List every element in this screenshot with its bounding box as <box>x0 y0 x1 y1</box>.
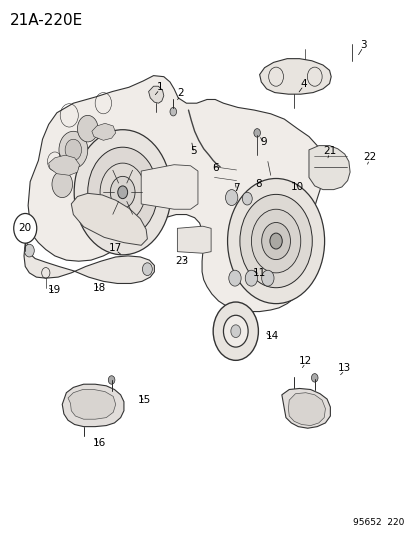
Circle shape <box>24 244 34 257</box>
Polygon shape <box>177 226 211 253</box>
Text: 10: 10 <box>290 182 303 192</box>
Polygon shape <box>24 228 154 284</box>
Circle shape <box>100 163 145 221</box>
Circle shape <box>311 374 317 382</box>
Circle shape <box>223 316 247 347</box>
Polygon shape <box>141 165 197 209</box>
Circle shape <box>261 222 290 260</box>
Polygon shape <box>288 393 325 425</box>
Text: 17: 17 <box>109 243 122 253</box>
Circle shape <box>14 214 37 243</box>
Polygon shape <box>281 389 330 428</box>
Circle shape <box>213 302 258 360</box>
Circle shape <box>251 209 300 273</box>
Text: 1: 1 <box>156 82 163 92</box>
Circle shape <box>261 270 273 286</box>
Circle shape <box>225 190 237 206</box>
Polygon shape <box>308 146 349 190</box>
Text: 18: 18 <box>93 282 106 293</box>
Text: 5: 5 <box>190 146 197 156</box>
Text: 11: 11 <box>252 268 266 278</box>
Circle shape <box>269 233 282 249</box>
Text: 14: 14 <box>266 332 279 342</box>
Text: 16: 16 <box>93 438 106 448</box>
Text: 22: 22 <box>362 152 375 162</box>
Text: 2: 2 <box>176 88 183 98</box>
Polygon shape <box>68 390 115 419</box>
Circle shape <box>253 128 260 137</box>
Text: 3: 3 <box>359 40 366 50</box>
Circle shape <box>242 192 252 205</box>
Circle shape <box>88 147 157 237</box>
Circle shape <box>227 179 324 304</box>
Circle shape <box>65 139 81 160</box>
Text: 9: 9 <box>259 137 266 147</box>
Text: 4: 4 <box>299 78 306 88</box>
Polygon shape <box>62 384 123 426</box>
Text: 21: 21 <box>322 146 335 156</box>
Circle shape <box>117 186 127 199</box>
Polygon shape <box>92 123 115 140</box>
Text: 13: 13 <box>337 364 351 373</box>
Polygon shape <box>148 86 164 103</box>
Circle shape <box>77 115 98 142</box>
Text: 15: 15 <box>138 395 151 405</box>
Circle shape <box>142 263 152 276</box>
Text: 23: 23 <box>175 256 188 266</box>
Text: 95652  220: 95652 220 <box>352 519 404 527</box>
Circle shape <box>108 376 115 384</box>
Text: 6: 6 <box>211 163 218 173</box>
Circle shape <box>110 176 135 208</box>
Text: 12: 12 <box>298 356 311 366</box>
Circle shape <box>228 270 240 286</box>
Text: 7: 7 <box>233 183 240 193</box>
Circle shape <box>52 171 72 198</box>
Text: 8: 8 <box>254 179 261 189</box>
Circle shape <box>230 325 240 337</box>
Text: 20: 20 <box>19 223 32 233</box>
Polygon shape <box>259 59 330 94</box>
Text: 21A-220E: 21A-220E <box>9 13 83 28</box>
Polygon shape <box>49 155 79 175</box>
Circle shape <box>59 131 88 168</box>
Circle shape <box>74 130 171 255</box>
Circle shape <box>239 195 311 288</box>
Polygon shape <box>28 76 323 312</box>
Text: 19: 19 <box>48 285 61 295</box>
Polygon shape <box>71 193 147 245</box>
Circle shape <box>170 108 176 116</box>
Circle shape <box>244 270 257 286</box>
